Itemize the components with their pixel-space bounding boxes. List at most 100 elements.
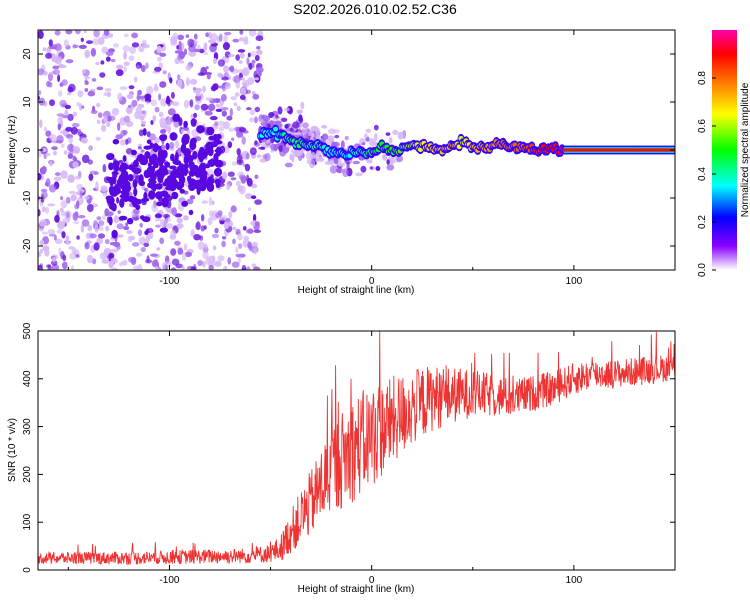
noise-blob [96, 102, 101, 108]
noise-blob [65, 240, 71, 245]
noise-blob [227, 141, 233, 149]
noise-blob [183, 120, 188, 128]
noise-blob [47, 264, 52, 270]
noise-blob [196, 125, 205, 134]
noise-blob [139, 116, 145, 121]
noise-blob [91, 78, 97, 82]
noise-blob [292, 149, 301, 157]
noise-blob [106, 91, 112, 98]
noise-blob [207, 217, 213, 226]
noise-blob [233, 75, 241, 84]
noise-blob [226, 183, 231, 191]
colorbar-tick-label: 0.6 [697, 119, 708, 133]
x-tick-label: 100 [566, 575, 583, 586]
noise-blob [238, 243, 243, 249]
noise-blob [92, 38, 100, 46]
noise-blob [243, 39, 249, 45]
noise-blob [335, 167, 343, 174]
noise-blob [397, 131, 404, 140]
noise-blob [245, 193, 253, 200]
noise-blob [122, 130, 128, 135]
noise-blob [60, 196, 64, 201]
noise-blob [89, 170, 98, 175]
noise-blob [211, 233, 219, 239]
noise-blob [81, 105, 85, 109]
noise-blob [103, 92, 108, 96]
noise-blob [133, 208, 140, 215]
noise-blob [41, 231, 49, 235]
noise-blob [108, 216, 113, 226]
noise-blob [177, 34, 185, 40]
noise-blob [155, 265, 159, 270]
noise-blob [236, 148, 241, 156]
noise-blob [70, 194, 77, 202]
noise-blob [95, 61, 100, 66]
noise-blob [89, 233, 97, 239]
spectrogram-y-axis-label: Frequency (Hz) [7, 116, 18, 185]
noise-blob [183, 163, 189, 169]
noise-blob [258, 118, 264, 123]
noise-blob [175, 263, 183, 269]
y-tick-label: 0 [22, 567, 33, 573]
snr-panel: -100 0 100 0 100 200 300 400 500 Height of strai… [7, 322, 676, 595]
noise-blob [45, 130, 52, 137]
noise-blob [102, 214, 106, 220]
noise-blob [301, 127, 307, 135]
noise-blob [296, 109, 304, 115]
noise-blob [56, 229, 64, 235]
noise-blob [331, 142, 338, 148]
noise-blob [256, 154, 262, 158]
noise-blob [127, 174, 134, 182]
noise-blob [281, 117, 288, 122]
noise-blob [239, 52, 245, 59]
noise-blob [65, 196, 71, 204]
noise-blob [201, 214, 205, 222]
noise-blob [154, 106, 160, 113]
noise-blob [230, 96, 237, 101]
noise-blob [126, 93, 134, 100]
noise-blob [124, 184, 131, 193]
noise-blob [226, 115, 233, 121]
snr-series-line [38, 331, 675, 566]
noise-blob [189, 99, 194, 108]
noise-blob [90, 110, 98, 114]
noise-blob [154, 137, 160, 145]
noise-blob [388, 137, 393, 144]
noise-blob [137, 146, 142, 150]
noise-blob [96, 216, 102, 221]
noise-blob [215, 108, 223, 112]
noise-blob [255, 66, 264, 73]
noise-blob [80, 224, 85, 233]
noise-blob [181, 200, 189, 207]
noise-blob [188, 169, 196, 177]
noise-blob [250, 195, 257, 199]
noise-blob [188, 50, 197, 57]
noise-blob [228, 66, 234, 71]
noise-blob [185, 64, 192, 71]
noise-blob [211, 200, 215, 205]
noise-blob [41, 206, 46, 213]
noise-blob [116, 64, 124, 70]
noise-blob [48, 134, 57, 142]
noise-blob [108, 260, 114, 269]
noise-blob [103, 248, 112, 255]
noise-blob [239, 94, 246, 100]
snr-marks [38, 331, 675, 566]
noise-blob [60, 143, 65, 148]
noise-blob [78, 44, 87, 50]
noise-blob [66, 92, 72, 96]
noise-blob [44, 126, 47, 132]
noise-blob [202, 260, 206, 268]
noise-blob [214, 227, 219, 234]
noise-blob [110, 248, 119, 253]
noise-blob [87, 224, 92, 232]
noise-blob [315, 134, 321, 140]
noise-blob [251, 59, 256, 64]
noise-blob [232, 38, 240, 43]
noise-blob [64, 104, 71, 110]
noise-blob [221, 94, 227, 102]
noise-blob [159, 190, 169, 197]
noise-blob [232, 238, 236, 245]
noise-blob [174, 213, 183, 218]
